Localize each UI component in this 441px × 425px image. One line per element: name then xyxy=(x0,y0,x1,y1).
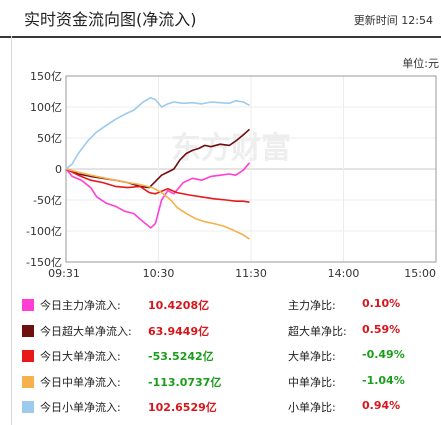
legend-row: 今日超大单净流入: 63.9449亿 超大单净比: 0.59% xyxy=(0,322,441,340)
legend-label: 今日超大单净流入: xyxy=(40,324,132,338)
legend-value: 102.6529亿 xyxy=(148,401,217,414)
y-tick-label: 50亿 xyxy=(37,132,62,145)
y-tick-label: -50亿 xyxy=(33,194,62,207)
x-tick-label: 11:30 xyxy=(235,267,267,280)
ratio-value: 0.10% xyxy=(362,297,401,310)
legend-value: -53.5242亿 xyxy=(148,350,214,363)
ratio-label: 小单净比: xyxy=(288,401,336,414)
legend-label: 今日小单净流入: xyxy=(40,401,121,414)
legend-value: -113.0737亿 xyxy=(148,375,222,389)
left-border xyxy=(11,36,12,425)
update-time: 更新时间 12:54 xyxy=(354,12,433,28)
x-tick-label: 09:31 xyxy=(48,267,80,280)
series-line xyxy=(65,168,250,203)
update-time-label: 更新时间 xyxy=(353,14,398,27)
legend-row: 今日主力净流入: 10.4208亿 主力净比: 0.10% xyxy=(0,296,441,314)
update-time-value: 12:54 xyxy=(401,14,433,27)
legend-value: 63.9449亿 xyxy=(148,324,210,338)
header-bar: 实时资金流向图(净流入) 更新时间 12:54 xyxy=(0,0,441,36)
y-tick-label: -150亿 xyxy=(26,256,62,269)
ratio-value: 0.94% xyxy=(362,399,401,412)
ratio-label: 主力净比: xyxy=(288,299,336,312)
series-line xyxy=(65,162,251,229)
series-line xyxy=(65,168,250,240)
header-divider xyxy=(0,36,441,38)
ratio-value: -1.04% xyxy=(362,373,405,387)
series-line xyxy=(65,96,250,170)
ratio-label: 超大单净比: xyxy=(288,324,347,338)
y-tick-label: 100亿 xyxy=(30,101,62,114)
y-tick-label: -100亿 xyxy=(26,225,62,238)
legend-swatch xyxy=(22,350,34,362)
chart-title: 实时资金流向图(净流入) xyxy=(24,10,197,29)
ratio-value: 0.59% xyxy=(362,322,401,336)
y-tick-label: 150亿 xyxy=(30,70,62,83)
unit-label: 单位:元 xyxy=(402,57,439,70)
ratio-label: 大单净比: xyxy=(288,350,336,363)
legend-label: 今日中单净流入: xyxy=(40,375,121,389)
watermark: 东方财富 xyxy=(171,131,291,166)
legend-swatch xyxy=(22,401,34,413)
x-tick-label: 10:30 xyxy=(143,267,175,280)
legend-value: 10.4208亿 xyxy=(148,299,210,312)
legend-swatch xyxy=(22,375,34,388)
legend-row: 今日小单净流入: 102.6529亿 小单净比: 0.94% xyxy=(0,398,441,416)
legend-label: 今日大单净流入: xyxy=(40,350,121,363)
x-tick-label: 15:00 xyxy=(404,267,436,280)
ratio-value: -0.49% xyxy=(362,348,405,361)
y-tick-label: 0 xyxy=(55,163,62,176)
ratio-label: 中单净比: xyxy=(288,375,336,389)
legend-swatch xyxy=(22,324,34,337)
x-tick-label: 14:00 xyxy=(328,267,360,280)
legend-row: 今日中单净流入: -113.0737亿 中单净比: -1.04% xyxy=(0,373,441,391)
legend-row: 今日大单净流入: -53.5242亿 大单净比: -0.49% xyxy=(0,347,441,365)
legend-swatch xyxy=(22,299,34,311)
legend-label: 今日主力净流入: xyxy=(40,299,121,312)
